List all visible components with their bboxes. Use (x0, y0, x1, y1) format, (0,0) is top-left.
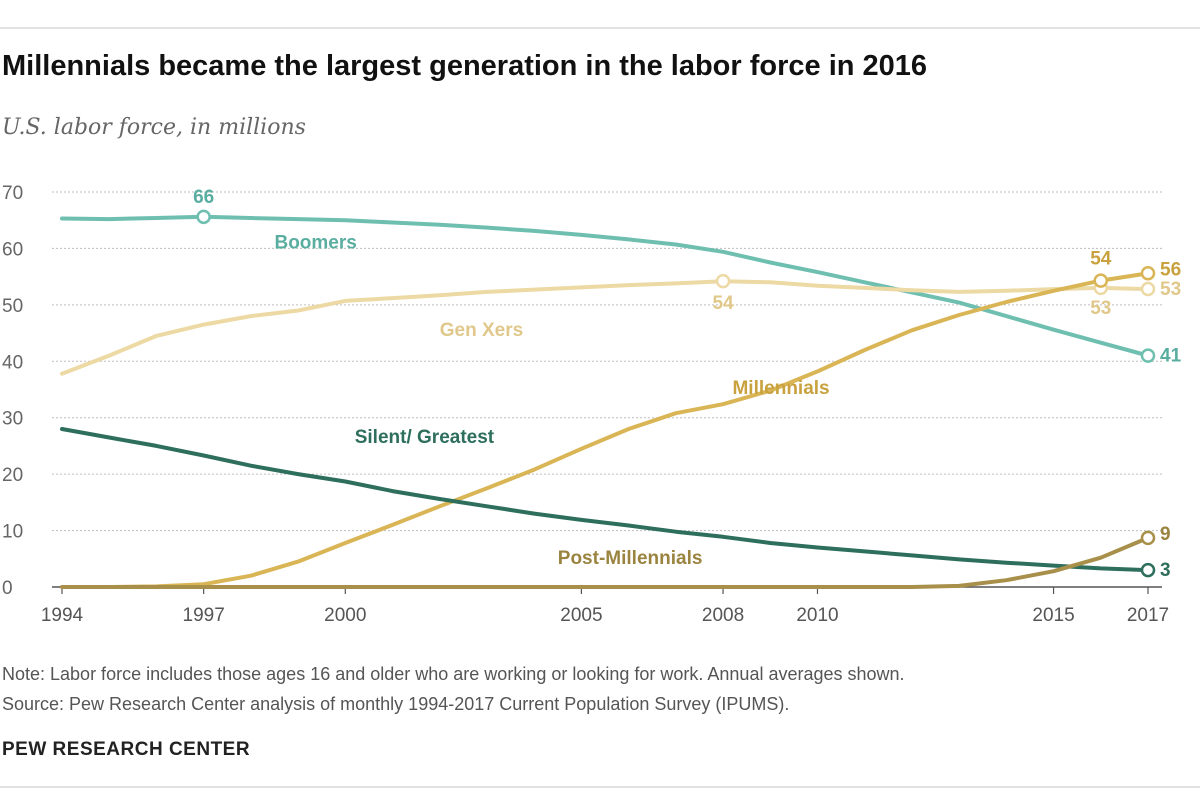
chart-source: Source: Pew Research Center analysis of … (2, 694, 790, 714)
x-tick-label-2010: 2010 (796, 605, 838, 626)
series-line-gen-xers (60, 279, 1150, 376)
series-line-millennials (60, 271, 1150, 589)
data-label-millennials-2017: 56 (1160, 259, 1181, 280)
series-label-gen-xers: Gen Xers (440, 320, 523, 341)
series-label-millennials: Millennials (732, 378, 829, 399)
data-label-gen-xers-2008: 54 (712, 293, 734, 314)
data-label-silent-greatest-2017: 3 (1160, 560, 1171, 581)
y-tick-label-50: 50 (2, 296, 23, 317)
brand-wordmark: PEW RESEARCH CENTER (2, 739, 251, 760)
point-post-millennials-2017 (1140, 530, 1156, 546)
y-tick-label-20: 20 (2, 465, 23, 486)
y-tick-label-40: 40 (2, 352, 23, 373)
x-tick-label-1994: 1994 (41, 605, 84, 626)
x-tick-label-2000: 2000 (324, 605, 366, 626)
series-label-boomers: Boomers (274, 232, 356, 253)
line-chart: 0 10 20 30 40 50 60 70 1994 1997 2000 2005 2008 2010 2… (2, 183, 1182, 626)
x-tick-label-2008: 2008 (702, 605, 744, 626)
top-border (0, 27, 1200, 29)
data-label-post-millennials-2017: 9 (1160, 524, 1171, 545)
chart-note: Note: Labor force includes those ages 16… (2, 664, 905, 684)
data-label-gen-xers-2016: 53 (1090, 298, 1111, 319)
series-label-silent-greatest: Silent/ Greatest (355, 427, 495, 448)
data-label-millennials-2016: 54 (1090, 249, 1112, 270)
bottom-border (0, 786, 1200, 788)
series-label-post-millennials: Post-Millennials (558, 548, 703, 569)
point-boomers-2017 (1140, 348, 1156, 363)
y-tick-label-0: 0 (2, 578, 13, 599)
point-gen-xers-2008 (715, 273, 731, 289)
chart-title: Millennials became the largest generatio… (2, 50, 928, 82)
series-line-boomers (60, 214, 1150, 358)
data-label-boomers-2017: 41 (1160, 346, 1182, 367)
chart-subtitle: U.S. labor force, in millions (2, 115, 306, 140)
y-tick-label-10: 10 (2, 522, 23, 543)
series-line-silent-greatest (60, 427, 1150, 573)
data-label-boomers-1997: 66 (193, 187, 214, 208)
point-silent-greatest-2017 (1140, 562, 1156, 578)
x-tick-label-1997: 1997 (183, 605, 225, 626)
y-tick-label-60: 60 (2, 239, 23, 260)
series-line-post-millennials (60, 535, 1150, 589)
data-label-gen-xers-2017: 53 (1160, 279, 1181, 300)
y-tick-label-70: 70 (2, 183, 23, 204)
point-boomers-1997 (196, 209, 211, 225)
point-millennials-2017 (1140, 266, 1156, 281)
x-tick-label-2015: 2015 (1032, 605, 1074, 626)
point-gen-xers-2017 (1140, 281, 1156, 297)
x-tick-label-2005: 2005 (560, 605, 602, 626)
x-tick-label-2017: 2017 (1127, 605, 1169, 626)
y-tick-label-30: 30 (2, 409, 23, 430)
point-millennials-2016 (1093, 273, 1109, 288)
